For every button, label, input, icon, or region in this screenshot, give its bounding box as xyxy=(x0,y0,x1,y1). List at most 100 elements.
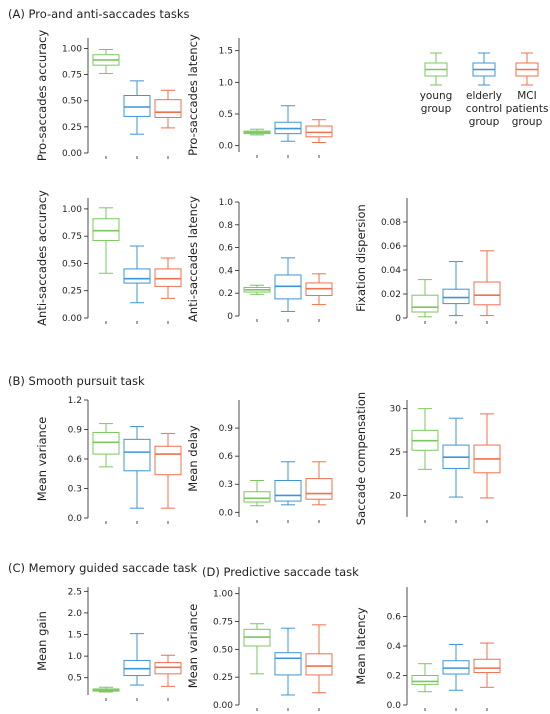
y-tick-label: 0.0 xyxy=(219,508,234,518)
chart-panel-10: 0.00 0.25 0.50 0.75 1.00 Mean variance xyxy=(186,587,333,711)
legend-label: group xyxy=(512,116,543,128)
chart-panel-6: 0.0 0.3 0.6 0.9 1.2 Mean variance xyxy=(35,396,182,524)
y-tick-label: 1.5 xyxy=(219,47,233,57)
box-mci xyxy=(473,250,501,317)
chart-panel-9: 0.5 1.0 1.5 2.0 2.5 Mean gain xyxy=(35,587,182,701)
chart-panel-11: 0.0 0.2 0.4 0.6 Mean latency xyxy=(354,587,501,711)
y-tick-label: 0.5 xyxy=(68,674,82,684)
y-tick-label: 0.0 xyxy=(387,701,402,711)
y-tick-label: 0.9 xyxy=(219,424,234,434)
box-mci xyxy=(154,432,182,509)
y-tick-label: 2.0 xyxy=(68,609,83,619)
legend-label: group xyxy=(421,103,452,115)
section-title-a: (A) Pro-and anti-saccades tasks xyxy=(8,7,190,21)
box-young xyxy=(92,49,120,75)
y-tick-label: 0.0 xyxy=(219,142,234,152)
box-elderly xyxy=(123,426,151,509)
y-tick-label: 0.75 xyxy=(213,618,233,628)
y-tick-label: 1.00 xyxy=(213,590,233,600)
y-tick-label: 1.00 xyxy=(62,44,82,54)
box-iqr xyxy=(473,281,501,306)
box-elderly xyxy=(274,257,302,312)
legend-label: control xyxy=(466,103,502,115)
y-tick-label: 25 xyxy=(390,448,401,458)
box-mci xyxy=(154,257,182,299)
legend-label: MCI xyxy=(517,90,537,102)
chart-panel-2: 0.0 0.5 1.0 1.5 Pro-saccades latency xyxy=(186,34,333,158)
box-iqr xyxy=(411,294,439,313)
y-tick-label: 0.04 xyxy=(381,266,401,276)
y-tick-label: 0.6 xyxy=(387,613,402,623)
box-mci xyxy=(305,461,333,506)
box-mci xyxy=(305,273,333,306)
y-tick-label: 0.3 xyxy=(68,485,82,495)
y-tick-label: 20 xyxy=(390,491,402,501)
section-title-b: (B) Smooth pursuit task xyxy=(8,374,145,388)
y-tick-label: 0.3 xyxy=(219,480,233,490)
box-iqr xyxy=(473,658,501,674)
box-mci xyxy=(473,642,501,688)
box-iqr xyxy=(274,479,302,502)
y-axis-label: Anti-saccades latency xyxy=(186,196,200,322)
y-tick-label: 1.0 xyxy=(219,78,234,88)
chart-panel-5: 0 0.02 0.04 0.06 0.08 Fixation dispersion xyxy=(354,198,501,324)
y-axis-label: Mean delay xyxy=(186,425,200,492)
y-axis-label: Mean variance xyxy=(186,604,200,689)
box-iqr xyxy=(154,268,182,287)
box-elderly xyxy=(442,261,470,317)
y-tick-label: 1.2 xyxy=(68,396,82,406)
box-iqr xyxy=(123,95,151,117)
chart-panel-3: 0.00 0.25 0.50 0.75 1.00 Anti-saccades accura… xyxy=(35,190,182,326)
y-tick-label: 1.5 xyxy=(68,631,82,641)
y-tick-label: 0.00 xyxy=(62,149,82,159)
y-tick-label: 0.75 xyxy=(62,71,82,81)
box-elderly xyxy=(442,644,470,691)
y-axis-label: Mean gain xyxy=(35,611,49,671)
y-axis-label: Saccade compensation xyxy=(354,392,368,525)
chart-panel-8: 20 25 30 Saccade compensation xyxy=(354,392,501,525)
box-elderly xyxy=(123,245,151,304)
y-tick-label: 0.00 xyxy=(213,701,233,711)
legend-label: group xyxy=(469,116,500,128)
section-title-c: (C) Memory guided saccade task xyxy=(8,561,198,575)
box-young xyxy=(92,207,120,274)
y-tick-label: 0.50 xyxy=(213,645,233,655)
section-title-d: (D) Predictive saccade task xyxy=(202,565,359,579)
y-tick-label: 0.25 xyxy=(62,287,82,297)
y-tick-label: 0.0 xyxy=(68,514,83,524)
box-mci xyxy=(154,89,182,129)
box-young xyxy=(411,663,439,693)
box-iqr xyxy=(305,478,333,500)
y-tick-label: 0.02 xyxy=(381,290,401,300)
chart-panel-1: 0.00 0.25 0.50 0.75 1.00 Pro-saccades accurac… xyxy=(35,30,182,161)
box-iqr xyxy=(442,288,470,305)
y-tick-label: 0.5 xyxy=(219,110,233,120)
box-iqr xyxy=(123,438,151,472)
box-iqr xyxy=(305,125,333,138)
y-axis-label: Pro-saccades latency xyxy=(186,34,200,156)
box-elderly xyxy=(274,105,302,142)
box-iqr xyxy=(411,675,439,685)
chart-panel-7: 0.0 0.3 0.6 0.9 Mean delay xyxy=(186,400,333,523)
y-tick-label: 0.9 xyxy=(68,426,83,436)
legend-label: young xyxy=(420,90,453,102)
box-iqr xyxy=(92,218,120,242)
y-tick-label: 0 xyxy=(395,314,401,324)
box-elderly xyxy=(442,417,470,498)
box-iqr xyxy=(123,268,151,284)
legend: younggroupelderlycontrolgroupMCIpatients… xyxy=(420,52,548,128)
box-mci xyxy=(154,654,182,687)
y-tick-label: 0 xyxy=(227,312,233,322)
y-axis-label: Mean latency xyxy=(354,607,368,684)
y-tick-label: 1.0 xyxy=(219,198,234,208)
box-elderly xyxy=(123,80,151,135)
y-tick-label: 0.8 xyxy=(219,221,234,231)
legend-label: elderly xyxy=(466,90,502,102)
box-young xyxy=(243,479,271,507)
y-tick-label: 0.08 xyxy=(381,218,401,228)
box-iqr xyxy=(154,445,182,476)
box-young xyxy=(92,686,120,693)
